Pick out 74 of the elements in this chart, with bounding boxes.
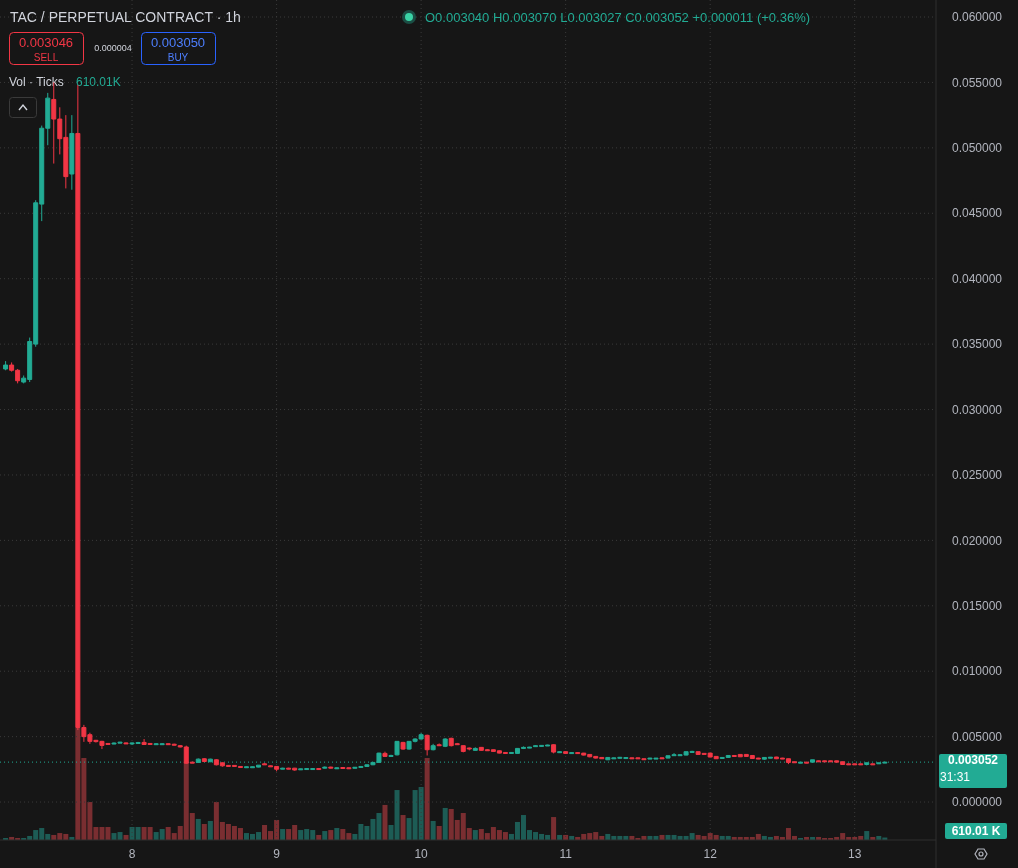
- candlestick: [424, 734, 430, 756]
- bar: [334, 828, 340, 840]
- annotation: 0.003050: [150, 34, 206, 50]
- x-tick-label: 12: [703, 847, 718, 862]
- y-tick-label: 0.025000: [951, 468, 1003, 483]
- annotation: SELL: [33, 51, 59, 63]
- ref-line-label: 0.003052: [947, 753, 999, 768]
- bar: [472, 830, 478, 840]
- annotation: 0.000004: [94, 43, 132, 54]
- y-tick-label: 0.000000: [951, 795, 1003, 810]
- x-tick-label: 10: [414, 847, 429, 862]
- candlestick: [442, 737, 448, 748]
- y-tick-label: 0.030000: [951, 402, 1003, 417]
- y-tick-label: 0.050000: [951, 141, 1003, 156]
- bar: [430, 820, 436, 840]
- candlestick: [280, 767, 286, 770]
- y-tick-label: 0.015000: [951, 598, 1003, 613]
- y-tick-label: 0.005000: [951, 729, 1003, 744]
- x-tick-label: 8: [128, 847, 136, 862]
- annotation: O0.003040 H0.003070 L0.003027 C0.003052 +0.000011 (+0.36%): [425, 9, 811, 25]
- candlestick: [569, 751, 575, 755]
- annotation: 610.01K: [76, 75, 121, 90]
- bar: [400, 815, 406, 840]
- y-tick-label: 0.055000: [951, 75, 1003, 90]
- x-tick-label: 13: [848, 847, 862, 862]
- y-tick-label: 0.035000: [951, 337, 1003, 352]
- candlestick: [870, 763, 876, 766]
- x-tick-label: 11: [559, 847, 573, 862]
- text: 610.01 K: [951, 824, 1001, 839]
- candlestick: [195, 757, 201, 764]
- candlestick: [430, 743, 436, 751]
- y-tick-label: 0.040000: [951, 271, 1003, 286]
- y-tick-label: 0.045000: [951, 206, 1003, 221]
- bar: [207, 820, 213, 840]
- text: TAC / PERPETUAL CONTRACT · 1h: [10, 8, 241, 25]
- y-tick-label: 0.020000: [951, 533, 1003, 548]
- bar: [442, 807, 448, 840]
- candlestick: [563, 750, 569, 755]
- candlestick: [322, 765, 328, 770]
- bar: [382, 804, 388, 840]
- candlestick: [123, 741, 129, 745]
- candlestick: [472, 746, 478, 752]
- candlestick: [201, 757, 207, 763]
- candlestick: [804, 761, 810, 764]
- candlestick: [659, 757, 665, 760]
- buy-button: 0.003050 BUY: [141, 32, 216, 65]
- candlestick: [334, 767, 340, 770]
- candlestick: [400, 741, 406, 751]
- bar: [280, 829, 286, 840]
- candlestick: [798, 761, 803, 764]
- text: 31:31: [939, 770, 971, 785]
- candlestick: [557, 750, 563, 754]
- y-tick-label: 0.010000: [951, 664, 1003, 679]
- annotation: 0.003046: [18, 34, 74, 50]
- candlestick: [69, 114, 75, 191]
- bar: [424, 758, 430, 840]
- candlestick: [382, 751, 388, 758]
- y-tick-label: 0.060000: [951, 10, 1003, 25]
- candlestick: [328, 766, 334, 770]
- candlestick: [394, 740, 400, 756]
- bar: [436, 826, 442, 840]
- bar: [195, 818, 201, 840]
- bar: [551, 817, 557, 840]
- bar: [328, 830, 334, 840]
- candlestick: [3, 360, 9, 371]
- sell-button: 0.003046 SELL: [9, 32, 84, 65]
- candlestick: [551, 743, 557, 754]
- candlestick: [388, 754, 394, 758]
- x-tick-label: 9: [273, 847, 281, 862]
- annotation: BUY: [167, 51, 189, 63]
- annotation: Vol · Ticks: [9, 75, 64, 90]
- candlestick: [436, 742, 442, 747]
- candlestick: [316, 767, 322, 771]
- bar: [201, 823, 207, 840]
